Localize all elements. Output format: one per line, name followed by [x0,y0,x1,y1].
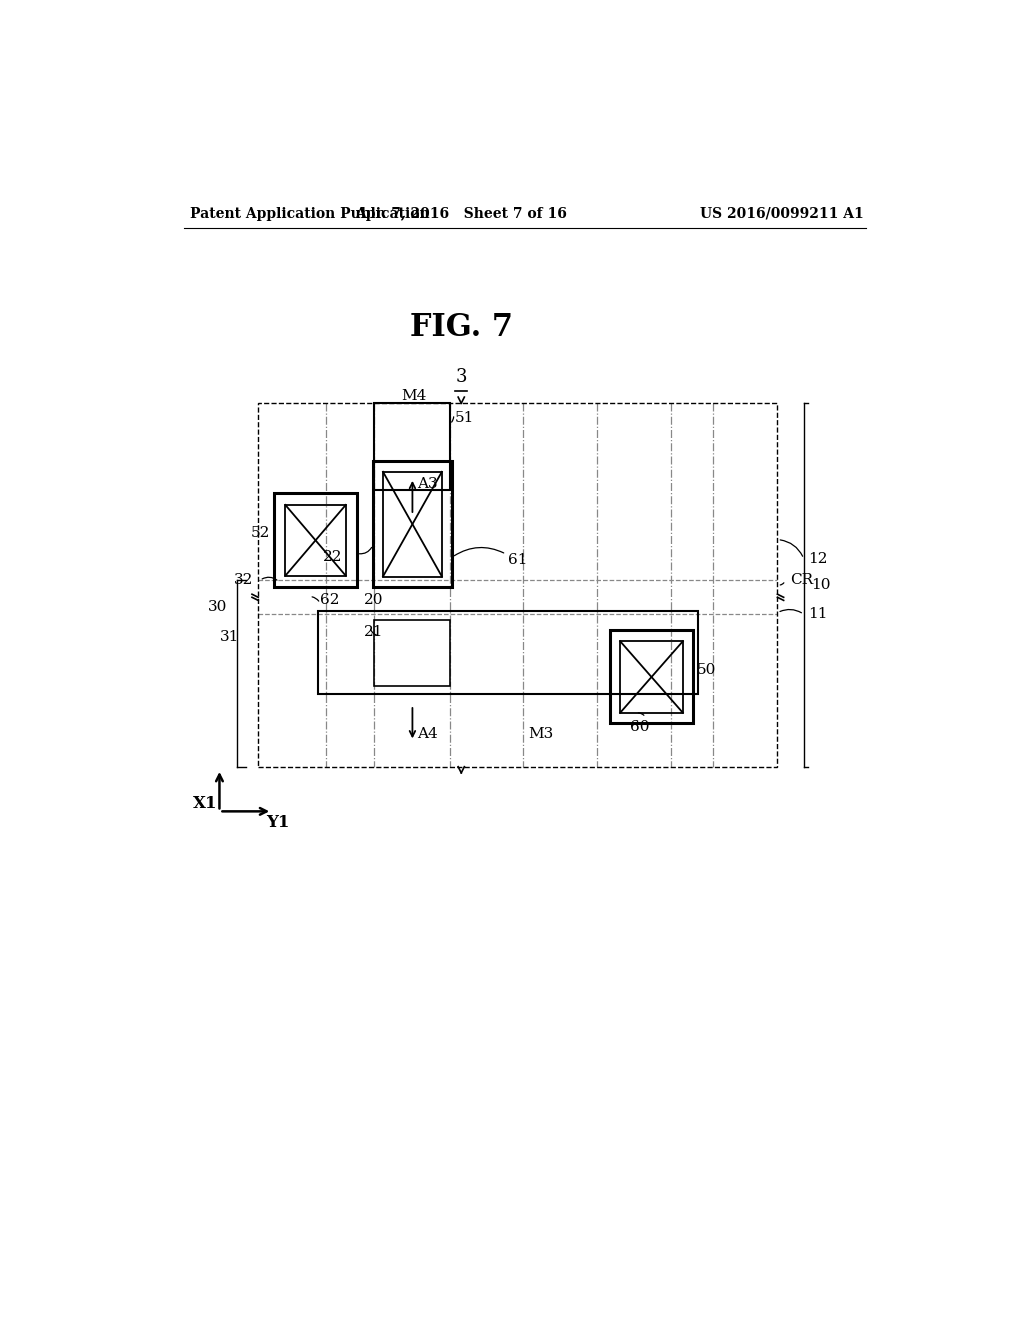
Bar [258,404,777,767]
Text: 22: 22 [324,550,343,564]
Text: 50: 50 [697,664,716,677]
Text: 51: 51 [455,411,474,425]
Text: 60: 60 [630,719,649,734]
Text: FIG. 7: FIG. 7 [410,313,513,343]
Text: 10: 10 [812,578,831,591]
Text: 11: 11 [809,607,828,622]
Text: M3: M3 [528,727,554,742]
Bar [621,642,683,713]
Bar [286,504,346,576]
Bar [317,611,697,694]
Bar [383,471,442,577]
Text: X1: X1 [194,795,218,812]
Bar [610,631,693,723]
Text: M4: M4 [400,388,426,403]
Text: 61: 61 [508,553,527,568]
Text: 3: 3 [456,367,467,385]
Bar [373,461,452,586]
Text: US 2016/0099211 A1: US 2016/0099211 A1 [700,207,864,220]
Text: 21: 21 [365,624,384,639]
Text: 62: 62 [321,594,340,607]
Text: 12: 12 [809,552,828,566]
Text: 32: 32 [234,573,254,587]
Bar [273,494,357,587]
Text: Apr. 7, 2016   Sheet 7 of 16: Apr. 7, 2016 Sheet 7 of 16 [355,207,567,220]
Bar [375,404,450,490]
Text: Patent Application Publication: Patent Application Publication [190,207,430,220]
Text: A3: A3 [417,477,437,491]
Text: 31: 31 [220,631,240,644]
Bar [375,620,450,686]
Text: 52: 52 [251,527,270,540]
Text: CR: CR [790,573,813,587]
Text: Y1: Y1 [266,814,289,832]
Text: 20: 20 [365,594,384,607]
Text: A4: A4 [417,727,438,742]
Text: 30: 30 [208,599,227,614]
